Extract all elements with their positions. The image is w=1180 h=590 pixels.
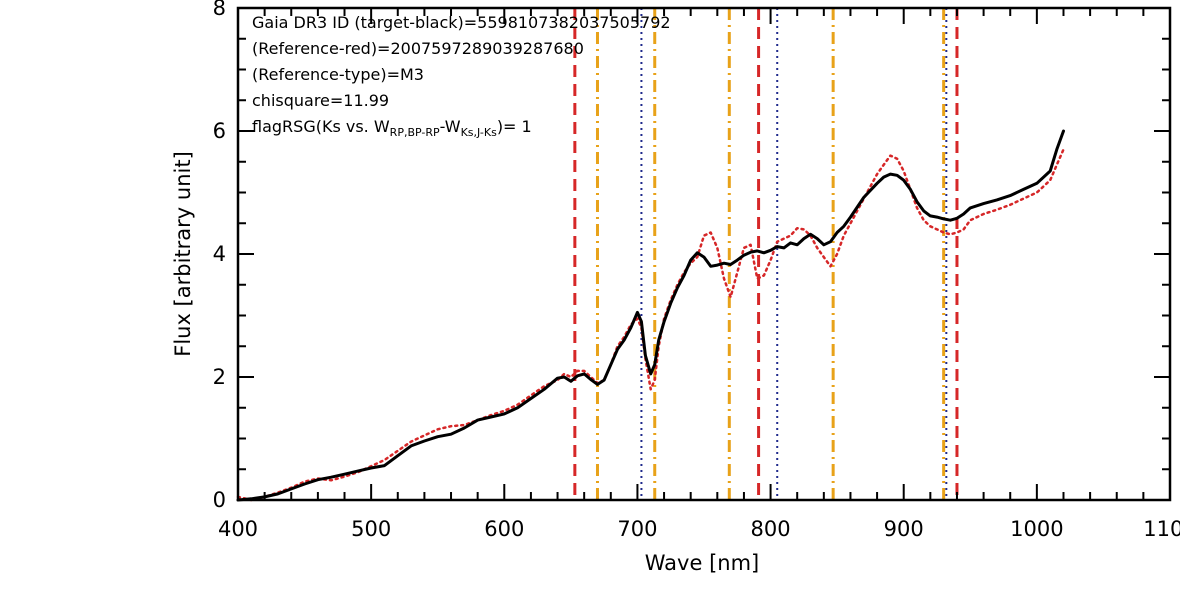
annotation-reference-red: (Reference-red)=2007597289039287680 — [252, 39, 584, 58]
flag-prefix: flagRSG(Ks vs. W — [252, 117, 390, 136]
x-tick-label: 900 — [884, 517, 924, 541]
x-tick-label: 700 — [617, 517, 657, 541]
flag-subscript-2: Ks,J-Ks — [461, 126, 497, 139]
y-tick-label: 8 — [213, 0, 226, 20]
annotation-gaia-id: Gaia DR3 ID (target-black)=5598107382037… — [252, 13, 671, 32]
y-tick-label: 4 — [213, 242, 226, 266]
y-tick-label: 0 — [213, 488, 226, 512]
y-tick-label: 2 — [213, 365, 226, 389]
axis-ticks — [237, 7, 1171, 501]
flag-subscript-1: RP,BP-RP — [390, 126, 440, 139]
series-reference-line — [236, 148, 1065, 502]
x-tick-label: 400 — [218, 517, 258, 541]
flag-suffix: )= 1 — [497, 117, 532, 136]
x-tick-label: 600 — [484, 517, 524, 541]
y-tick-label: 6 — [213, 119, 226, 143]
series-layer — [236, 129, 1065, 502]
x-tick-label: 800 — [751, 517, 791, 541]
reference-lines — [573, 8, 959, 500]
annotations: Gaia DR3 ID (target-black)=5598107382037… — [252, 13, 671, 139]
x-axis-title: Wave [nm] — [645, 551, 759, 575]
annotation-flag-rsg: flagRSG(Ks vs. WRP,BP-RP-WKs,J-Ks)= 1 — [252, 117, 532, 139]
x-tick-label: 1000 — [1010, 517, 1063, 541]
flag-middle: -W — [440, 117, 461, 136]
annotation-chisquare: chisquare=11.99 — [252, 91, 389, 110]
series-target-line — [236, 129, 1065, 502]
annotation-reference-type: (Reference-type)=M3 — [252, 65, 424, 84]
x-tick-label: 500 — [351, 517, 391, 541]
y-axis-title: Flux [arbitrary unit] — [171, 151, 195, 357]
